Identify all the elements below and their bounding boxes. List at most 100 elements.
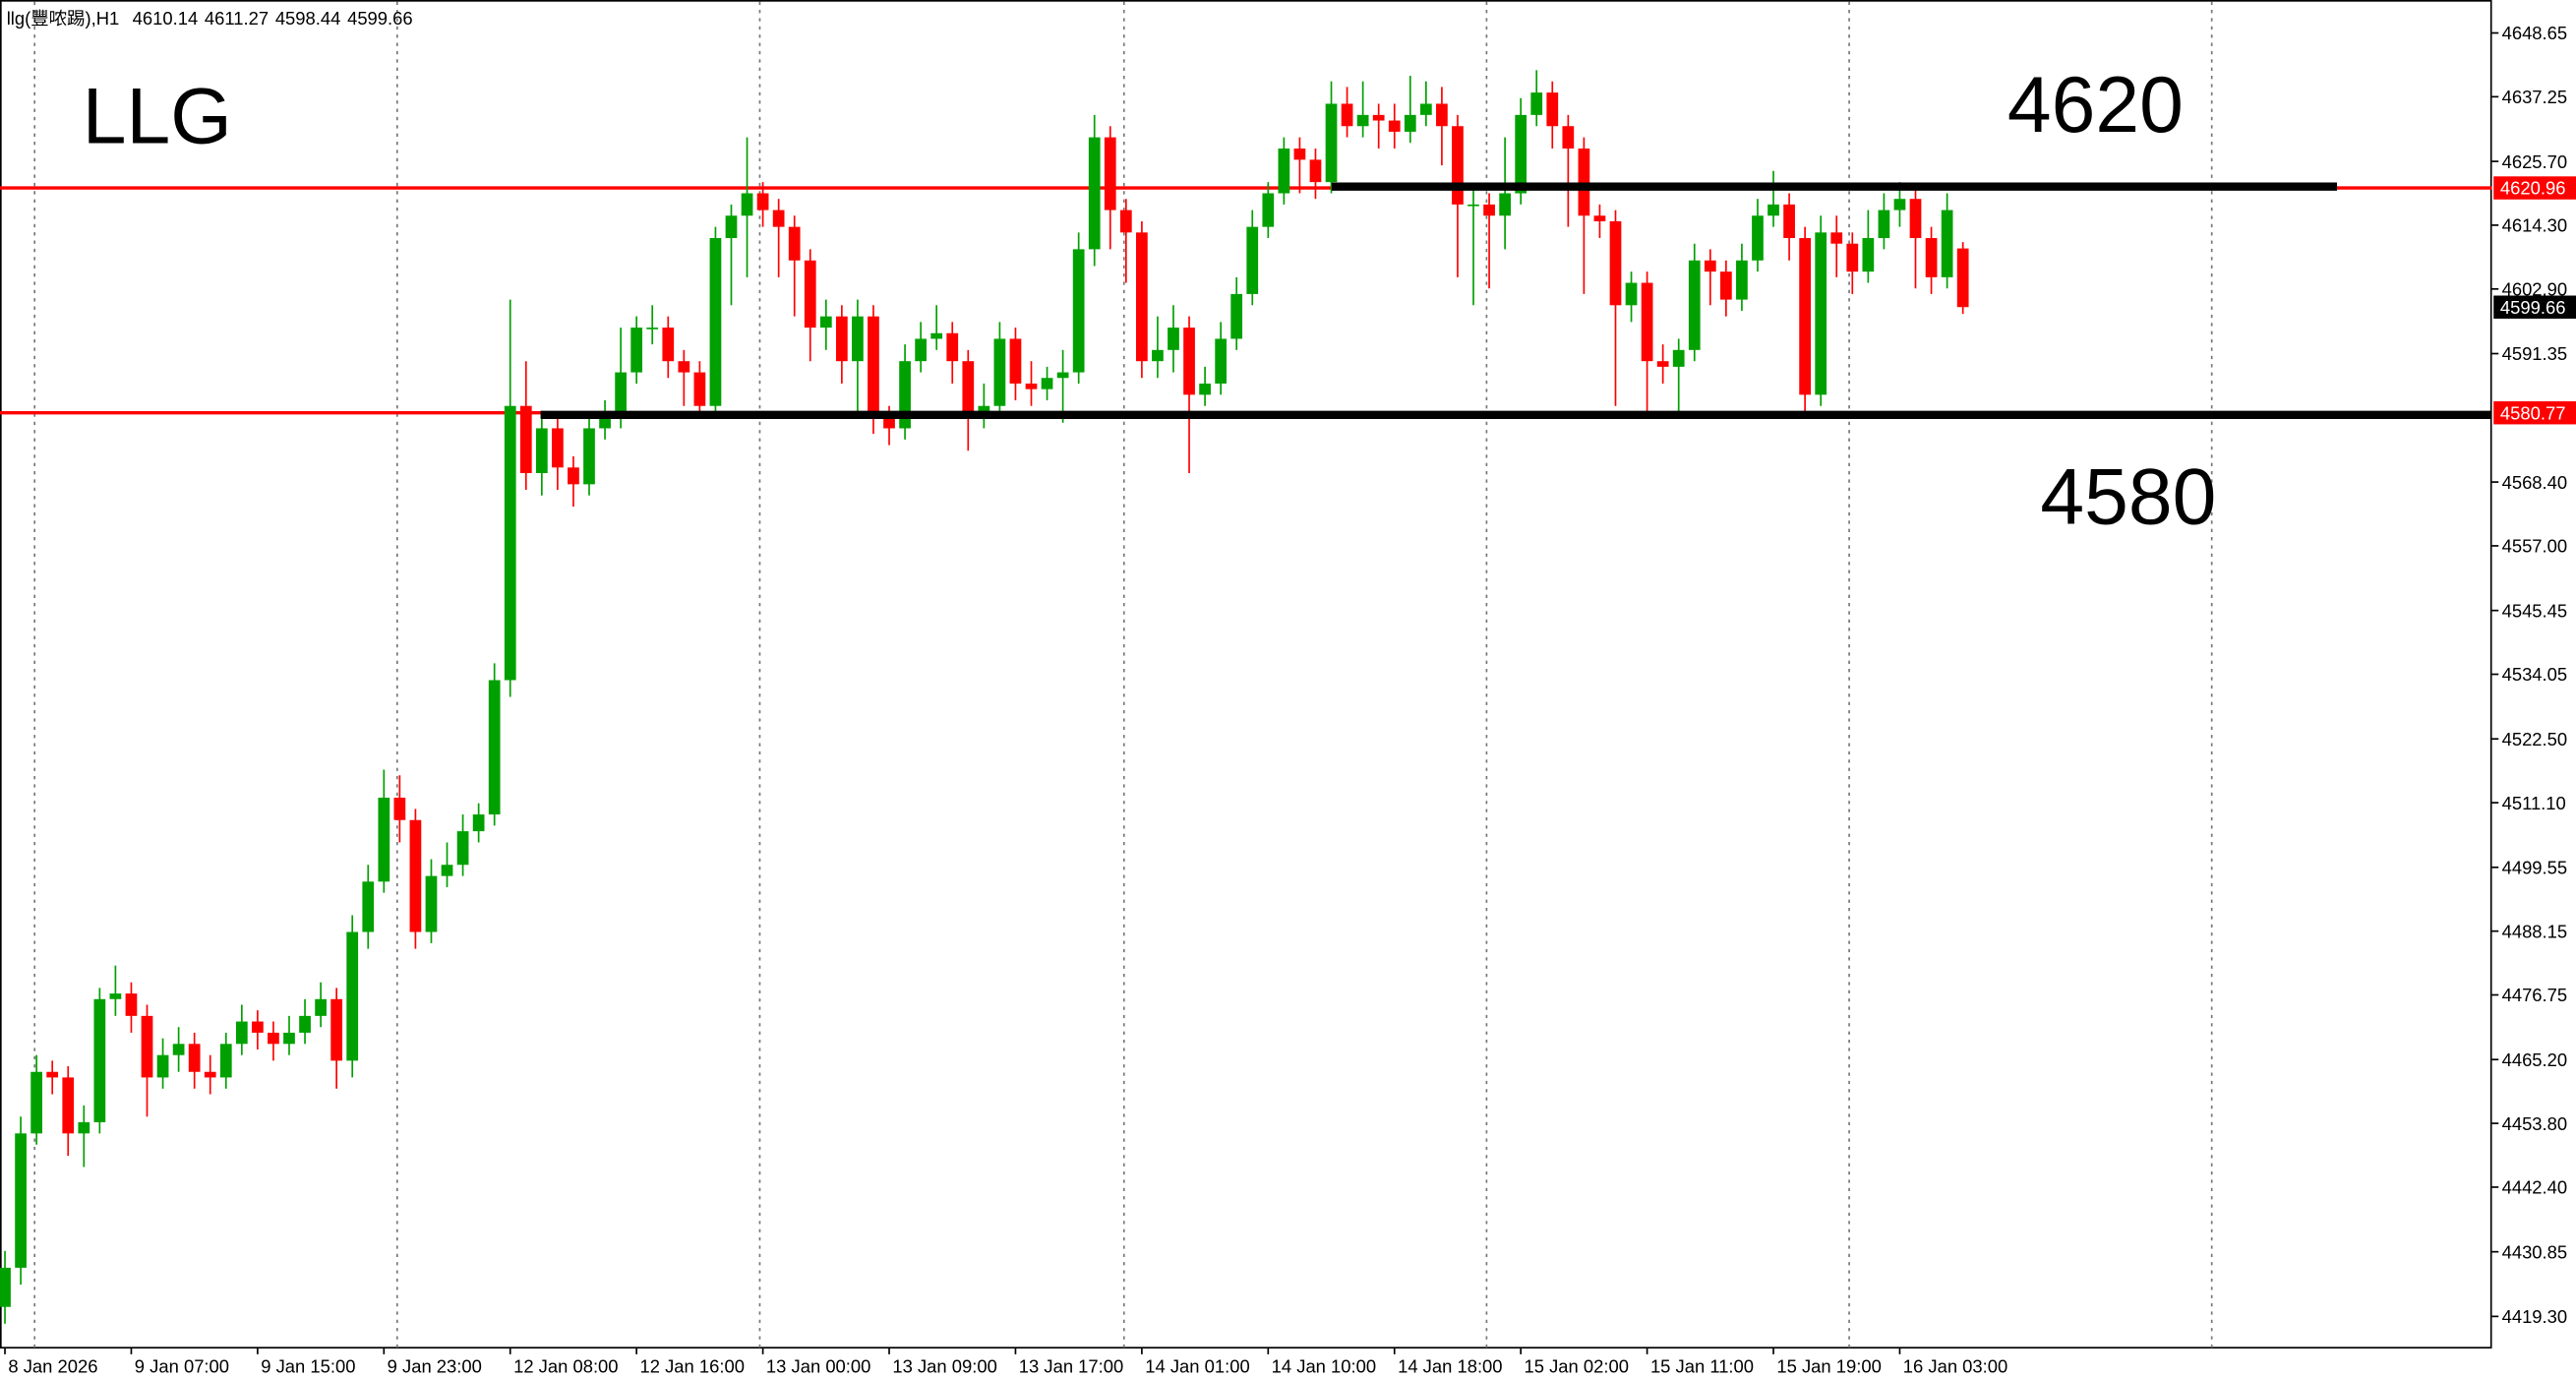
y-tick-label: 4648.65 bbox=[2502, 23, 2568, 43]
candle-body bbox=[552, 428, 564, 468]
candle-body bbox=[0, 1267, 11, 1307]
candle-body bbox=[15, 1133, 27, 1268]
annotation: 4620 bbox=[2007, 61, 2184, 150]
y-tick-label: 4591.35 bbox=[2502, 343, 2568, 364]
candle-body bbox=[1578, 148, 1590, 216]
candle-body bbox=[1041, 378, 1053, 390]
x-tick-label: 16 Jan 03:00 bbox=[1903, 1355, 2007, 1376]
candle-body bbox=[1452, 126, 1464, 205]
candle-body bbox=[1072, 249, 1085, 373]
candle-body bbox=[1656, 361, 1669, 367]
candle-body bbox=[330, 998, 343, 1061]
candle-body bbox=[804, 260, 816, 329]
candle-body bbox=[362, 881, 375, 932]
candle-body bbox=[1593, 215, 1606, 221]
candle-body bbox=[519, 405, 532, 473]
x-tick-label: 14 Jan 01:00 bbox=[1145, 1355, 1249, 1376]
candle-body bbox=[930, 332, 943, 339]
candle-body bbox=[1119, 210, 1132, 233]
candle-body bbox=[409, 819, 422, 932]
candle-body bbox=[1356, 114, 1369, 127]
candle-body bbox=[1546, 92, 1559, 127]
y-tick-label: 4453.80 bbox=[2502, 1113, 2568, 1134]
candle-body bbox=[741, 193, 753, 216]
y-tick-label: 4430.85 bbox=[2502, 1241, 2568, 1262]
candle-body bbox=[1230, 293, 1243, 339]
candle-body bbox=[1719, 271, 1732, 300]
candle-body bbox=[1499, 193, 1511, 216]
y-tick-label: 4511.10 bbox=[2502, 793, 2566, 813]
candle-body bbox=[1325, 103, 1338, 183]
candle-body bbox=[46, 1071, 59, 1078]
candle-body bbox=[441, 865, 453, 876]
y-tick-label: 4442.40 bbox=[2502, 1177, 2568, 1198]
candle-body bbox=[993, 338, 1006, 406]
candle-body bbox=[1846, 243, 1859, 272]
candle-body bbox=[583, 428, 595, 485]
candle-body bbox=[868, 316, 879, 418]
candle-body bbox=[946, 332, 959, 362]
x-tick-label: 9 Jan 15:00 bbox=[261, 1355, 355, 1376]
price-label-box bbox=[2493, 176, 2576, 200]
candle-body bbox=[756, 193, 769, 210]
candle-body bbox=[30, 1071, 42, 1134]
x-tick-label: 13 Jan 17:00 bbox=[1019, 1355, 1123, 1376]
candle-body bbox=[1799, 238, 1811, 395]
candle-body bbox=[1625, 282, 1638, 306]
y-tick-label: 4476.75 bbox=[2502, 985, 2568, 1005]
x-tick-label: 12 Jan 16:00 bbox=[640, 1355, 745, 1376]
candle-body bbox=[456, 831, 469, 866]
candle-body bbox=[836, 316, 848, 362]
y-tick-label: 4568.40 bbox=[2502, 472, 2568, 493]
candle-body bbox=[646, 328, 659, 330]
candle-body bbox=[1088, 137, 1101, 250]
current-price-label: 4599.66 bbox=[2500, 297, 2566, 318]
y-tick-label: 4534.05 bbox=[2502, 664, 2568, 685]
ohlc-close: 4599.66 bbox=[347, 8, 413, 29]
x-tick-label: 15 Jan 02:00 bbox=[1525, 1355, 1629, 1376]
candle-body bbox=[235, 1021, 248, 1045]
x-tick-label: 9 Jan 23:00 bbox=[388, 1355, 482, 1376]
candle-body bbox=[1956, 248, 1969, 308]
candle-body bbox=[346, 931, 359, 1061]
candle-body bbox=[662, 328, 675, 362]
x-tick-label: 14 Jan 18:00 bbox=[1398, 1355, 1502, 1376]
candle-body bbox=[678, 361, 690, 373]
candle-body bbox=[1293, 148, 1306, 160]
candle-body bbox=[1862, 238, 1875, 272]
price-label: 4620.96 bbox=[2500, 178, 2566, 199]
candle-body bbox=[1468, 204, 1479, 207]
y-tick-label: 4419.30 bbox=[2502, 1306, 2568, 1327]
y-tick-label: 4545.45 bbox=[2502, 600, 2568, 621]
candle-body bbox=[188, 1044, 201, 1072]
candle-body bbox=[1483, 204, 1495, 216]
candle-body bbox=[709, 238, 722, 406]
candle-body bbox=[1341, 103, 1353, 127]
candle-body bbox=[630, 328, 643, 373]
candle-body bbox=[1152, 349, 1164, 362]
candle-body bbox=[568, 467, 579, 485]
candle-body bbox=[393, 797, 406, 820]
candle-body bbox=[819, 316, 832, 329]
candle-body bbox=[252, 1021, 264, 1033]
candle-body bbox=[504, 405, 516, 681]
price-label: 4580.77 bbox=[2500, 402, 2566, 423]
candle-body bbox=[1168, 328, 1179, 350]
candle-body bbox=[219, 1044, 232, 1078]
candle-body bbox=[1641, 282, 1653, 362]
y-tick-label: 4465.20 bbox=[2502, 1049, 2568, 1070]
candle-body bbox=[1104, 137, 1116, 210]
candle-body bbox=[1388, 120, 1401, 132]
candle-body bbox=[1199, 383, 1211, 395]
ohlc-low: 4598.44 bbox=[275, 8, 341, 29]
candle-body bbox=[1215, 338, 1228, 384]
candle-body bbox=[1246, 226, 1259, 294]
candle-body bbox=[1515, 114, 1528, 194]
candle-body bbox=[962, 361, 975, 418]
y-tick-label: 4637.25 bbox=[2502, 87, 2568, 107]
candle-body bbox=[1419, 103, 1432, 115]
y-tick-label: 4499.55 bbox=[2502, 858, 2568, 878]
y-tick-label: 4602.90 bbox=[2502, 279, 2568, 300]
x-tick-label: 15 Jan 19:00 bbox=[1776, 1355, 1881, 1376]
